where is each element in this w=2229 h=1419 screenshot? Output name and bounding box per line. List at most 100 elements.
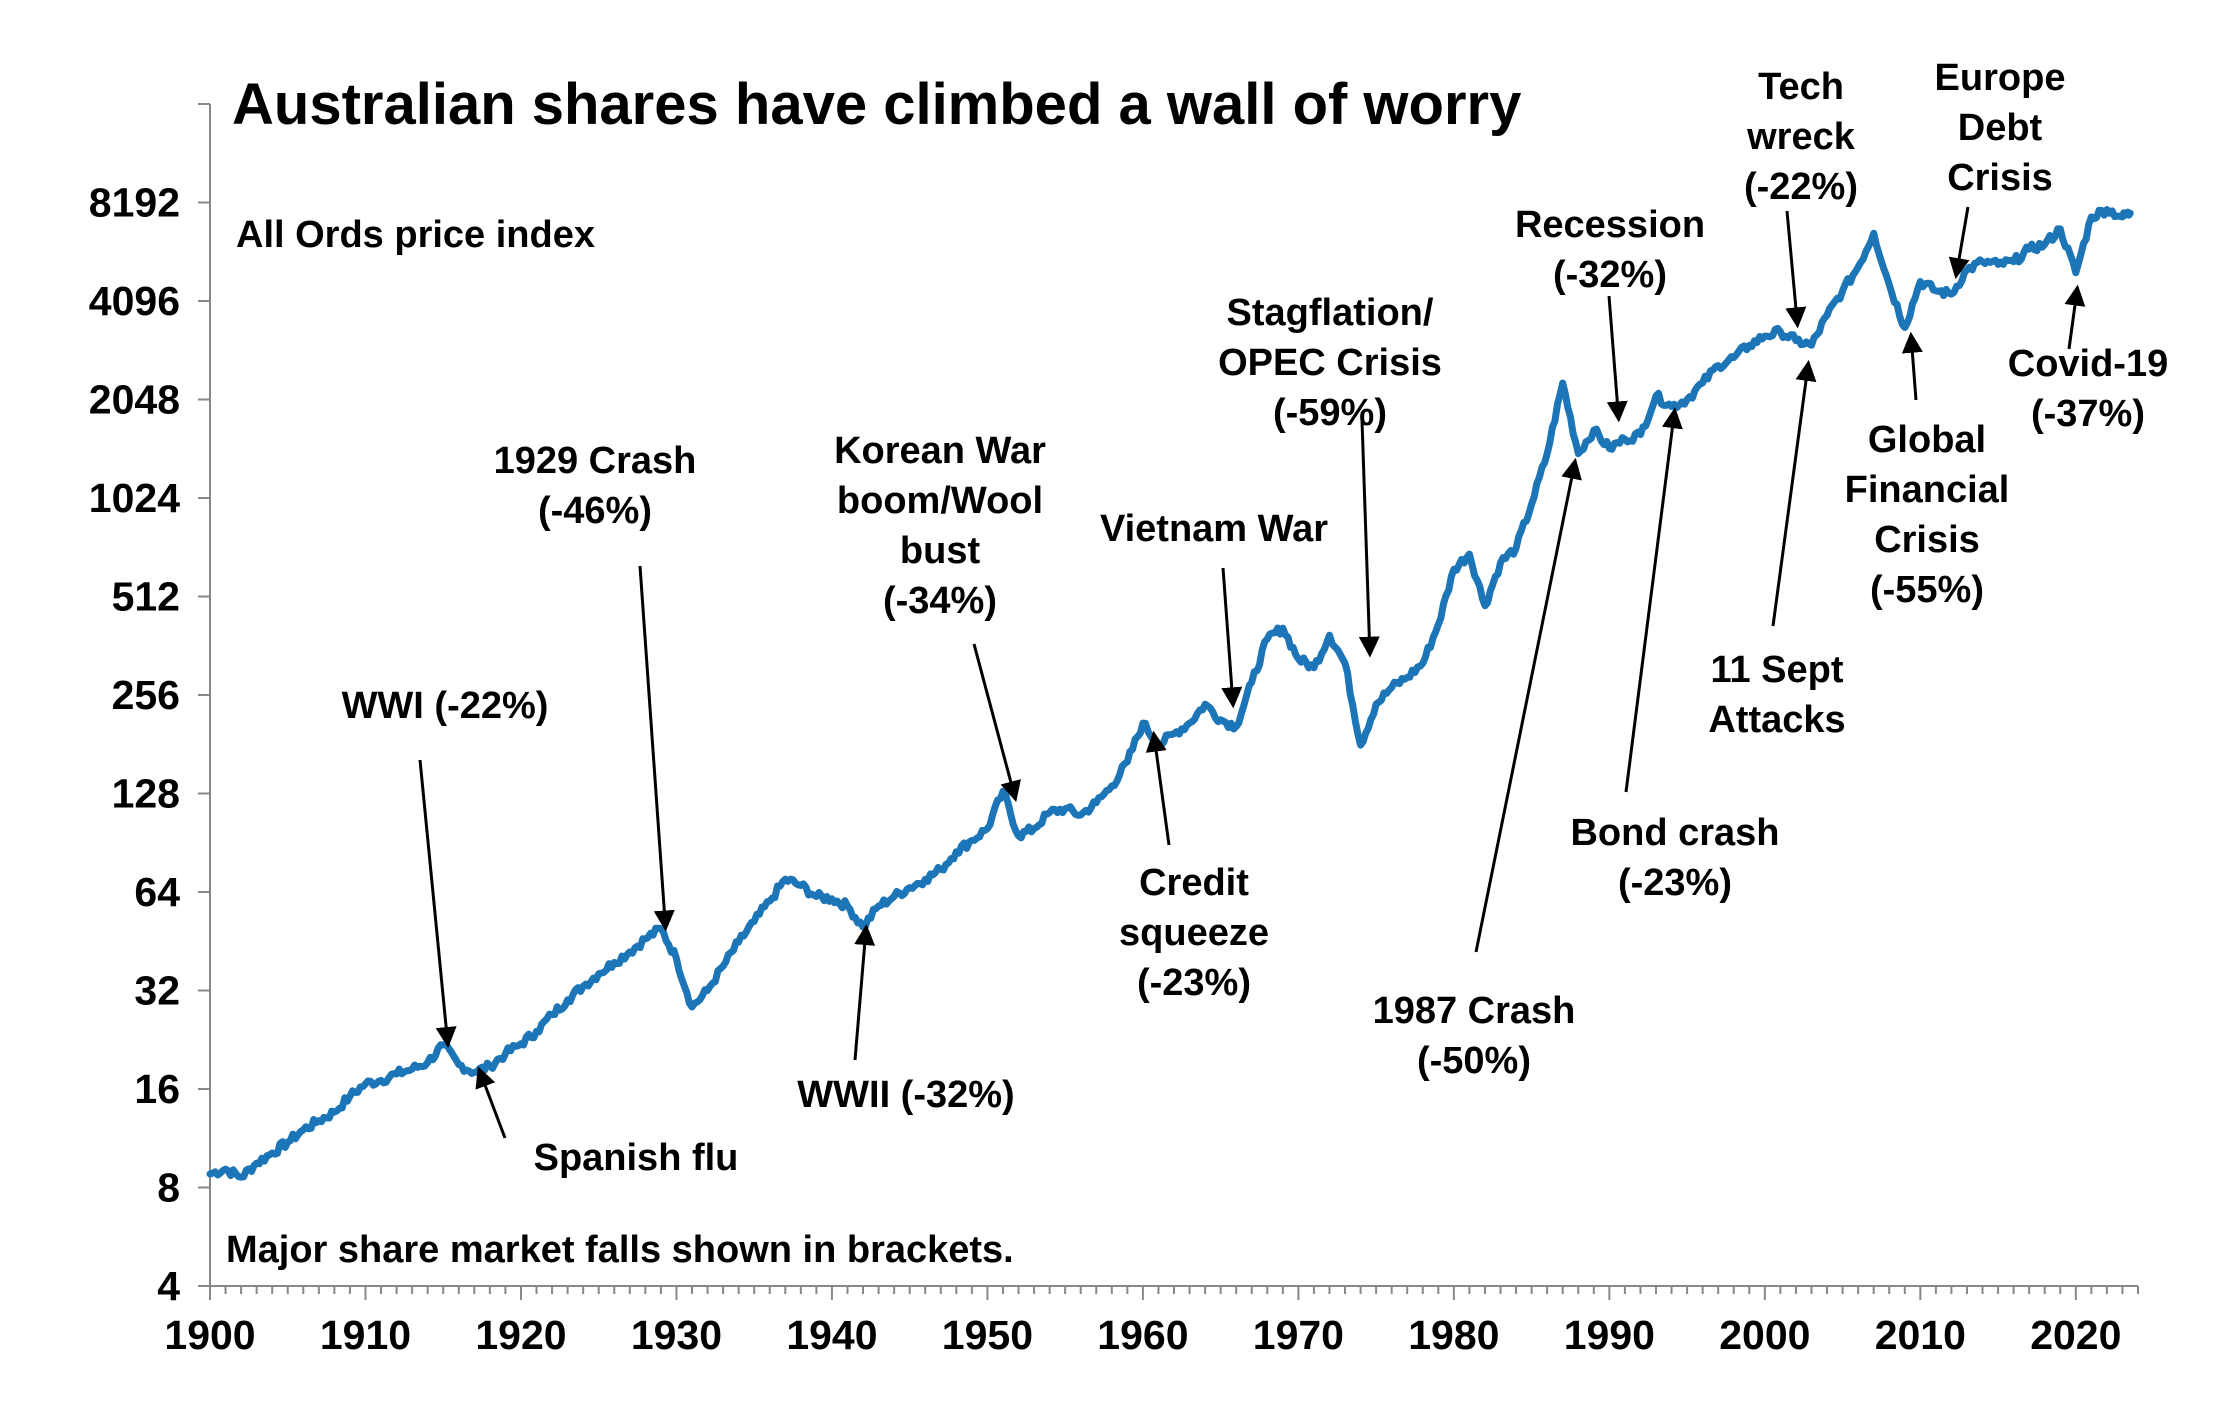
- y-tick-label: 4096: [89, 278, 180, 324]
- annotation: Global Financial Crisis (-55%): [1845, 331, 2010, 611]
- annotation: 1929 Crash (-46%): [494, 440, 697, 932]
- annotation-label: OPEC Crisis: [1218, 342, 1442, 384]
- annotation: Europe Debt Crisis: [1935, 57, 2066, 280]
- annotation-arrow: [1221, 567, 1243, 709]
- series-layer: [206, 206, 2134, 1181]
- annotation-arrow: [1474, 457, 1582, 953]
- annotation: WWII (-32%): [797, 924, 1015, 1116]
- annotation-label: Tech: [1758, 66, 1844, 108]
- annotation-arrow: [1785, 210, 1807, 329]
- annotation: Spanish flu: [475, 1066, 739, 1179]
- annotation-label: Recession: [1515, 204, 1705, 246]
- annotation-label: Financial: [1845, 469, 2010, 511]
- annotation-label: Bond crash: [1570, 812, 1779, 854]
- x-tick-label: 2010: [1875, 1312, 1966, 1358]
- annotation-label: boom/Wool: [837, 480, 1043, 522]
- annotation: Bond crash (-23%): [1570, 407, 1780, 904]
- annotation-arrow: [1901, 331, 1923, 401]
- x-tick-label: 2020: [2030, 1312, 2121, 1358]
- annotation-label: (-59%): [1273, 392, 1387, 434]
- x-tick-label: 1950: [942, 1312, 1033, 1358]
- annotation: WWI (-22%): [342, 685, 549, 1049]
- y-tick-label: 8192: [89, 180, 180, 226]
- annotations: WWI (-22%) Spanish flu 1929 Crash (-46%) WWI…: [342, 57, 2169, 1179]
- annotation-label: 11 Sept: [1710, 649, 1843, 691]
- annotation-arrow: [1606, 295, 1628, 423]
- y-tick-label: 64: [134, 869, 180, 915]
- annotation-label: Europe: [1935, 57, 2066, 99]
- annotation-arrow: [1145, 730, 1171, 846]
- annotation: Recession (-32%): [1515, 204, 1705, 423]
- annotation-label: Crisis: [1874, 519, 1980, 561]
- x-tick-label: 2000: [1719, 1312, 1810, 1358]
- annotation-label: (-34%): [883, 580, 997, 622]
- annotation-label: (-23%): [1618, 862, 1732, 904]
- x-tick-label: 1980: [1408, 1312, 1499, 1358]
- annotation-label: Spanish flu: [534, 1137, 739, 1179]
- annotation-label: WWII (-32%): [797, 1074, 1014, 1116]
- annotation: Covid-19 (-37%): [2008, 284, 2168, 435]
- x-tick-label: 1990: [1564, 1312, 1655, 1358]
- annotation: 1987 Crash (-50%): [1373, 457, 1582, 1082]
- y-tick-label: 2048: [89, 377, 180, 423]
- annotation-arrow: [2064, 284, 2086, 350]
- annotation: 11 Sept Attacks: [1708, 359, 1846, 741]
- y-tick-label: 1024: [89, 475, 180, 521]
- x-axis: 1900 1910 1920 1930 1940 1950 1960 1970 1980 1990…: [164, 1286, 2139, 1358]
- series-line-all-ords: [206, 206, 2134, 1181]
- annotation-arrow: [972, 643, 1021, 803]
- annotation-arrow: [418, 759, 457, 1049]
- y-tick-label: 8: [157, 1165, 180, 1211]
- annotation-label: (-32%): [1553, 254, 1667, 296]
- x-tick-label: 1970: [1253, 1312, 1344, 1358]
- y-tick-label: 512: [112, 574, 180, 620]
- annotation-label: bust: [900, 530, 981, 572]
- x-tick-label: 1900: [164, 1312, 255, 1358]
- annotation-arrow: [475, 1066, 507, 1139]
- annotation-label: 1987 Crash: [1373, 990, 1576, 1032]
- chart-footnote: Major share market falls shown in bracke…: [226, 1229, 1014, 1271]
- annotation-label: (-37%): [2031, 393, 2145, 435]
- annotation-label: Stagflation/: [1227, 292, 1434, 334]
- annotation: Korean War boom/Wool bust (-34%): [834, 430, 1046, 803]
- annotation-label: (-22%): [1744, 166, 1858, 208]
- annotation-label: (-46%): [538, 490, 652, 532]
- x-tick-label: 1920: [475, 1312, 566, 1358]
- annotation-label: Debt: [1958, 107, 2043, 149]
- annotation-arrow: [1624, 407, 1683, 793]
- y-tick-label: 32: [134, 968, 180, 1014]
- chart-title: Australian shares have climbed a wall of…: [232, 72, 1521, 137]
- y-tick-label: 4: [157, 1263, 180, 1309]
- x-tick-label: 1960: [1097, 1312, 1188, 1358]
- annotation-arrow: [1771, 359, 1817, 627]
- annotation: Tech wreck (-22%): [1744, 66, 1858, 329]
- annotation-label: WWI (-22%): [342, 685, 549, 727]
- y-tick-label: 256: [112, 672, 180, 718]
- x-tick-label: 1930: [631, 1312, 722, 1358]
- annotation-label: Korean War: [834, 430, 1046, 472]
- annotation: Vietnam War: [1100, 508, 1328, 709]
- annotation-label: (-23%): [1137, 962, 1251, 1004]
- x-tick-label: 1910: [320, 1312, 411, 1358]
- annotation-label: squeeze: [1119, 912, 1269, 954]
- annotation-label: Credit: [1139, 862, 1249, 904]
- y-tick-label: 128: [112, 771, 180, 817]
- annotation-arrow: [1358, 419, 1380, 658]
- annotation-arrow: [638, 565, 675, 932]
- annotation-label: 1929 Crash: [494, 440, 697, 482]
- annotation-label: Vietnam War: [1100, 508, 1328, 550]
- chart-subtitle: All Ords price index: [236, 214, 595, 256]
- annotation-label: Covid-19: [2008, 343, 2168, 385]
- x-tick-label: 1940: [786, 1312, 877, 1358]
- annotation-arrow: [853, 924, 876, 1061]
- annotation: Stagflation/OPEC Crisis (-59%): [1218, 292, 1442, 658]
- annotation-arrow: [1948, 206, 1970, 280]
- annotation-label: (-50%): [1417, 1040, 1531, 1082]
- annotation: Credit squeeze (-23%): [1119, 730, 1269, 1004]
- y-axis: 4 8 16 32 64 128 256 512 1024 2048 4096 8192: [89, 103, 210, 1309]
- annotation-label: Crisis: [1947, 157, 2053, 199]
- annotation-label: Global: [1868, 419, 1986, 461]
- annotation-label: Attacks: [1708, 699, 1845, 741]
- annotation-label: wreck: [1746, 116, 1856, 158]
